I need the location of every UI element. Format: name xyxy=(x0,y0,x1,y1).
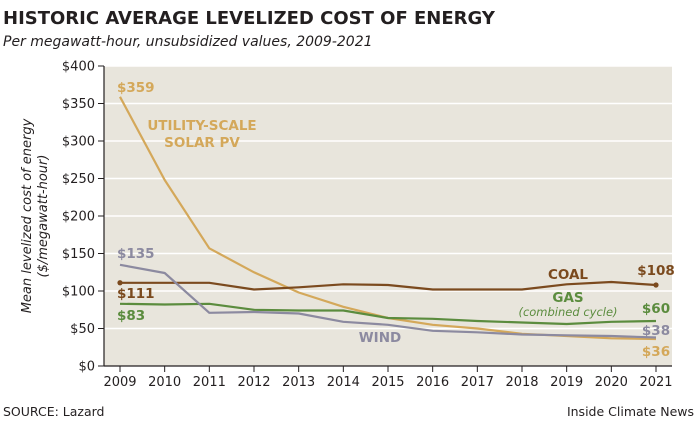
solar-name-label: UTILITY-SCALE xyxy=(147,118,256,134)
coal-name-label: COAL xyxy=(548,267,588,283)
coal-end-label: $108 xyxy=(637,263,675,279)
x-axis-ticks: 2009 2010 2011 2012 2013 2014 2015 2016 2017 2018… xyxy=(103,366,673,390)
series-line-wind xyxy=(119,263,657,339)
y-tick-label: $250 xyxy=(62,172,95,187)
wind-end-label: $38 xyxy=(642,323,670,339)
x-tick-label: 2021 xyxy=(639,375,672,390)
solar-end-label: $36 xyxy=(642,344,670,360)
y-axis-ticks: $0 $50 $100 $150 $200 $250 $300 $350 $400 xyxy=(62,60,104,375)
y-tick-label: $300 xyxy=(62,135,95,150)
series-line-gas xyxy=(119,302,657,326)
x-tick-label: 2020 xyxy=(595,375,628,390)
x-tick-label: 2019 xyxy=(550,375,583,390)
y-axis-label: Mean levelized cost of energy($/megawatt… xyxy=(20,118,51,313)
gas-start-label: $83 xyxy=(117,308,145,324)
y-tick-label: $350 xyxy=(62,97,95,112)
x-tick-label: 2014 xyxy=(327,375,360,390)
x-tick-label: 2018 xyxy=(505,375,538,390)
solar-name-label: SOLAR PV xyxy=(164,135,240,151)
coal-start-point xyxy=(117,280,123,286)
series-line-coal xyxy=(120,280,657,291)
solar-start-label: $359 xyxy=(117,80,155,96)
x-tick-label: 2012 xyxy=(237,375,270,390)
x-tick-label: 2017 xyxy=(461,375,494,390)
gas-end-label: $60 xyxy=(642,301,670,317)
chart-title: HISTORIC AVERAGE LEVELIZED COST OF ENERG… xyxy=(3,8,495,29)
y-tick-label: $200 xyxy=(62,210,95,225)
chart-subtitle: Per megawatt-hour, unsubsidized values, … xyxy=(3,34,373,50)
x-tick-label: 2015 xyxy=(371,375,404,390)
x-tick-label: 2009 xyxy=(103,375,136,390)
y-tick-label: $100 xyxy=(62,285,95,300)
y-tick-label: $400 xyxy=(62,60,95,75)
x-tick-label: 2011 xyxy=(193,375,226,390)
source-note: SOURCE: Lazard xyxy=(3,404,105,419)
gridlines xyxy=(104,65,672,330)
wind-start-label: $135 xyxy=(117,246,155,262)
credit-note: Inside Climate News xyxy=(566,404,694,419)
series-lines xyxy=(117,96,659,341)
x-tick-label: 2013 xyxy=(282,375,315,390)
wind-name-label: WIND xyxy=(359,330,401,346)
gas-note-label: (combined cycle) xyxy=(518,305,617,319)
x-tick-label: 2010 xyxy=(148,375,181,390)
gas-name-label: GAS xyxy=(552,290,583,306)
y-tick-label: $150 xyxy=(62,247,95,262)
y-tick-label: $0 xyxy=(78,360,95,375)
x-tick-label: 2016 xyxy=(416,375,449,390)
y-tick-label: $50 xyxy=(70,322,95,337)
coal-start-label: $111 xyxy=(117,286,155,302)
coal-end-point xyxy=(653,282,659,288)
